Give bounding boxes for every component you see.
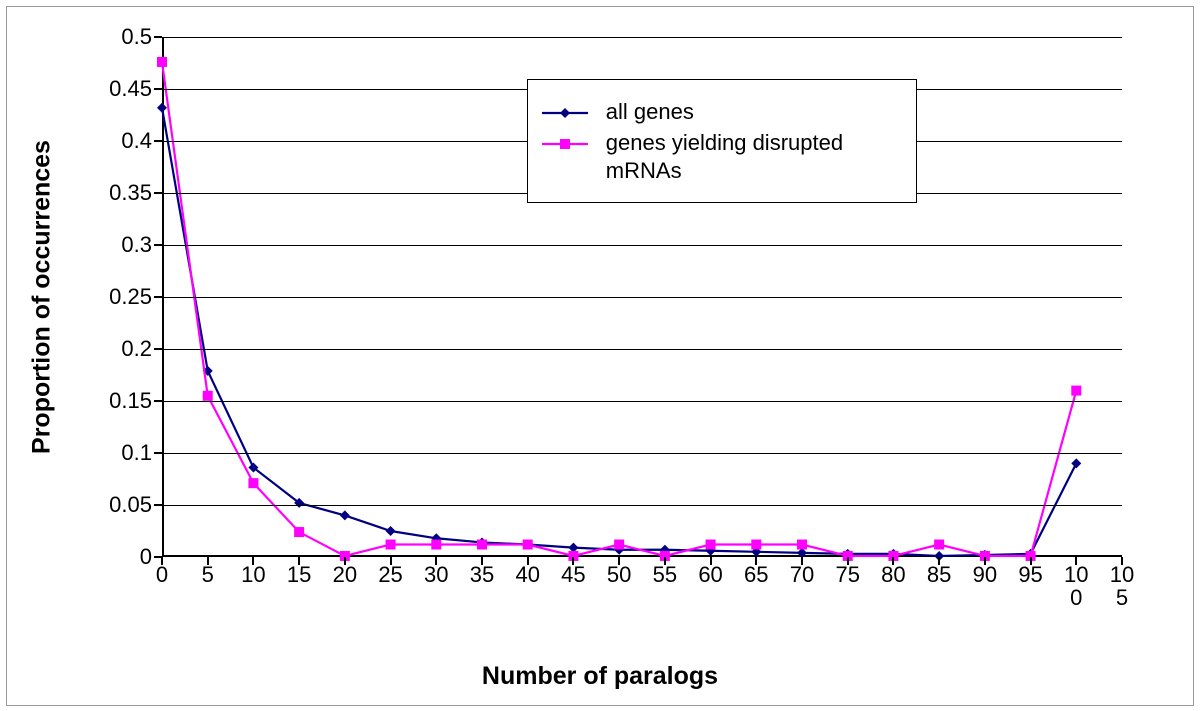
y-tick-mark — [154, 400, 162, 402]
legend: all genes genes yielding disrupted mRNAs — [527, 79, 917, 204]
x-tick-mark — [390, 557, 392, 565]
x-tick-mark — [984, 557, 986, 565]
x-tick-mark — [1121, 557, 1123, 565]
grid-line — [162, 401, 1122, 402]
x-axis-title: Number of paralogs — [7, 662, 1193, 691]
y-tick-mark — [154, 452, 162, 454]
legend-label: genes yielding disrupted mRNAs — [606, 129, 898, 184]
x-tick-mark — [298, 557, 300, 565]
x-tick-mark — [1075, 557, 1077, 565]
legend-swatch — [542, 104, 594, 122]
x-tick-mark — [435, 557, 437, 565]
x-tick-mark — [801, 557, 803, 565]
y-axis-title: Proportion of occurrences — [28, 140, 57, 454]
x-tick-mark — [481, 557, 483, 565]
y-tick-mark — [154, 140, 162, 142]
legend-item: all genes — [542, 98, 898, 126]
x-tick-mark — [847, 557, 849, 565]
plot-area: 00.050.10.150.20.250.30.350.40.450.50510… — [162, 37, 1122, 557]
legend-label: all genes — [606, 98, 694, 126]
x-tick-mark — [618, 557, 620, 565]
chart-frame: Proportion of occurrences 00.050.10.150.… — [6, 6, 1194, 706]
y-tick-mark — [154, 88, 162, 90]
x-tick-mark — [572, 557, 574, 565]
y-tick-mark — [154, 36, 162, 38]
x-tick-mark — [1030, 557, 1032, 565]
y-tick-mark — [154, 504, 162, 506]
legend-swatch — [542, 135, 594, 153]
grid-line — [162, 349, 1122, 350]
x-tick-mark — [344, 557, 346, 565]
y-tick-mark — [154, 348, 162, 350]
y-tick-mark — [154, 244, 162, 246]
x-tick-mark — [938, 557, 940, 565]
y-tick-mark — [154, 296, 162, 298]
x-tick-mark — [252, 557, 254, 565]
x-tick-mark — [207, 557, 209, 565]
x-tick-mark — [755, 557, 757, 565]
x-tick-mark — [161, 557, 163, 565]
grid-line — [162, 245, 1122, 246]
x-tick-mark — [892, 557, 894, 565]
grid-line — [162, 297, 1122, 298]
y-tick-mark — [154, 192, 162, 194]
x-tick-mark — [664, 557, 666, 565]
legend-item: genes yielding disrupted mRNAs — [542, 129, 898, 184]
grid-line — [162, 453, 1122, 454]
x-tick-mark — [710, 557, 712, 565]
grid-line — [162, 37, 1122, 38]
grid-line — [162, 505, 1122, 506]
x-tick-mark — [527, 557, 529, 565]
